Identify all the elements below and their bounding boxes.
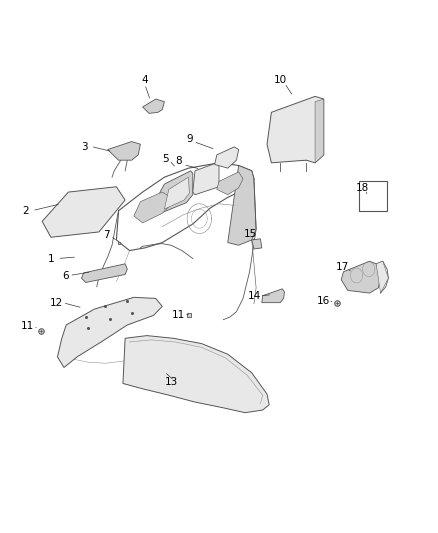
Polygon shape bbox=[252, 239, 262, 249]
Text: 15: 15 bbox=[244, 229, 257, 239]
Text: 11: 11 bbox=[172, 310, 185, 320]
Text: 14: 14 bbox=[248, 290, 261, 301]
Polygon shape bbox=[155, 171, 193, 213]
Text: 4: 4 bbox=[141, 76, 148, 85]
Polygon shape bbox=[134, 192, 175, 223]
Bar bbox=[359, 181, 387, 211]
Text: 1: 1 bbox=[48, 254, 54, 263]
Polygon shape bbox=[267, 96, 324, 163]
Text: 12: 12 bbox=[50, 297, 63, 308]
Text: 9: 9 bbox=[186, 134, 193, 144]
Polygon shape bbox=[376, 261, 389, 293]
Polygon shape bbox=[81, 264, 127, 282]
Text: 3: 3 bbox=[81, 142, 88, 152]
Text: 8: 8 bbox=[176, 156, 182, 166]
Text: 13: 13 bbox=[164, 377, 177, 387]
Text: 16: 16 bbox=[317, 296, 330, 306]
Text: 2: 2 bbox=[23, 206, 29, 216]
Text: 5: 5 bbox=[162, 154, 169, 164]
Polygon shape bbox=[57, 297, 162, 368]
Polygon shape bbox=[341, 261, 381, 293]
Polygon shape bbox=[164, 177, 189, 209]
Text: 6: 6 bbox=[62, 271, 69, 280]
Polygon shape bbox=[143, 99, 164, 114]
Text: 10: 10 bbox=[274, 76, 287, 85]
Polygon shape bbox=[42, 187, 125, 237]
Polygon shape bbox=[123, 336, 269, 413]
Polygon shape bbox=[217, 172, 243, 195]
Text: 7: 7 bbox=[103, 230, 110, 240]
Polygon shape bbox=[262, 289, 285, 303]
Text: 18: 18 bbox=[356, 183, 369, 193]
Text: 17: 17 bbox=[336, 262, 349, 271]
Polygon shape bbox=[215, 147, 239, 168]
Polygon shape bbox=[228, 165, 256, 245]
Polygon shape bbox=[315, 99, 324, 163]
Polygon shape bbox=[108, 142, 141, 160]
Polygon shape bbox=[193, 163, 219, 195]
Text: 11: 11 bbox=[21, 321, 35, 331]
